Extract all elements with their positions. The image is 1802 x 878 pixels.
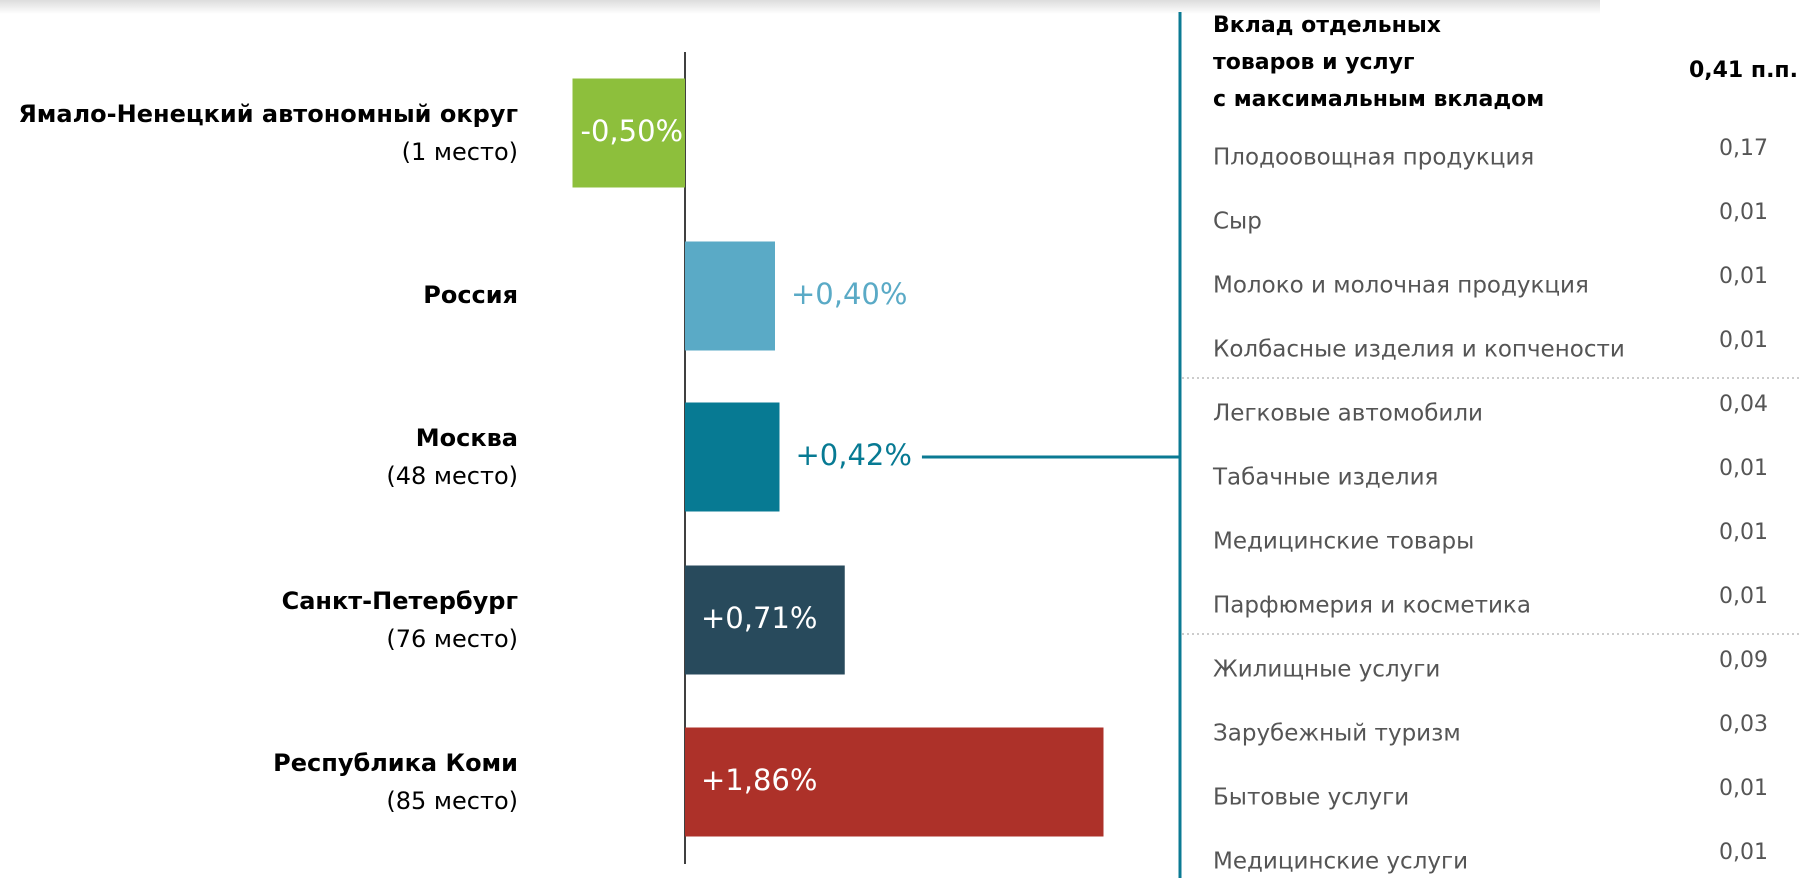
row-value: 0,01 (1719, 520, 1768, 545)
bar (685, 565, 845, 675)
table-header: товаров и услуг (1213, 50, 1414, 75)
category-label: Республика Коми (273, 749, 518, 777)
row-value: 0,01 (1719, 840, 1768, 865)
top-shadow (0, 0, 1600, 14)
bar (685, 727, 1104, 837)
row-name: Медицинские услуги (1213, 849, 1468, 875)
rank-label: (1 место) (402, 138, 518, 166)
value-label: +0,71% (701, 601, 817, 635)
row-value: 0,09 (1719, 648, 1768, 673)
row-value: 0,01 (1719, 200, 1768, 225)
row-value: 0,03 (1719, 712, 1768, 737)
row-value: 0,01 (1719, 264, 1768, 289)
table-header: Вклад отдельных (1213, 13, 1441, 38)
row-name: Жилищные услуги (1213, 657, 1440, 683)
rank-label: (48 место) (386, 462, 518, 490)
category-label: Ямало-Ненецкий автономный округ (18, 100, 518, 128)
bar (572, 78, 685, 188)
value-label: +0,42% (796, 438, 912, 472)
row-name: Сыр (1213, 209, 1262, 235)
table-total: 0,41 п.п. (1689, 58, 1798, 83)
row-name: Табачные изделия (1212, 465, 1438, 491)
value-label: +0,40% (791, 277, 907, 311)
category-label: Россия (423, 281, 518, 309)
row-value: 0,01 (1719, 776, 1768, 801)
row-name: Колбасные изделия и копчености (1213, 337, 1625, 363)
category-label: Санкт-Петербург (282, 587, 518, 615)
rank-label: (85 место) (386, 787, 518, 815)
category-label: Москва (416, 424, 518, 452)
bar (685, 402, 780, 512)
row-name: Плодоовощная продукция (1213, 145, 1534, 171)
row-name: Легковые автомобили (1213, 401, 1483, 427)
row-value: 0,01 (1719, 328, 1768, 353)
table-header: с максимальным вкладом (1213, 87, 1544, 112)
value-label: -0,50% (581, 114, 684, 148)
row-value: 0,01 (1719, 456, 1768, 481)
row-name: Молоко и молочная продукция (1213, 273, 1589, 299)
row-name: Парфюмерия и косметика (1213, 593, 1531, 619)
row-name: Медицинские товары (1213, 529, 1474, 555)
row-value: 0,04 (1719, 392, 1768, 417)
bar (685, 241, 775, 351)
row-name: Бытовые услуги (1213, 785, 1409, 811)
value-label: +1,86% (701, 763, 817, 797)
row-value: 0,01 (1719, 584, 1768, 609)
row-value: 0,17 (1719, 136, 1768, 161)
row-name: Зарубежный туризм (1213, 721, 1461, 747)
rank-label: (76 место) (386, 625, 518, 653)
